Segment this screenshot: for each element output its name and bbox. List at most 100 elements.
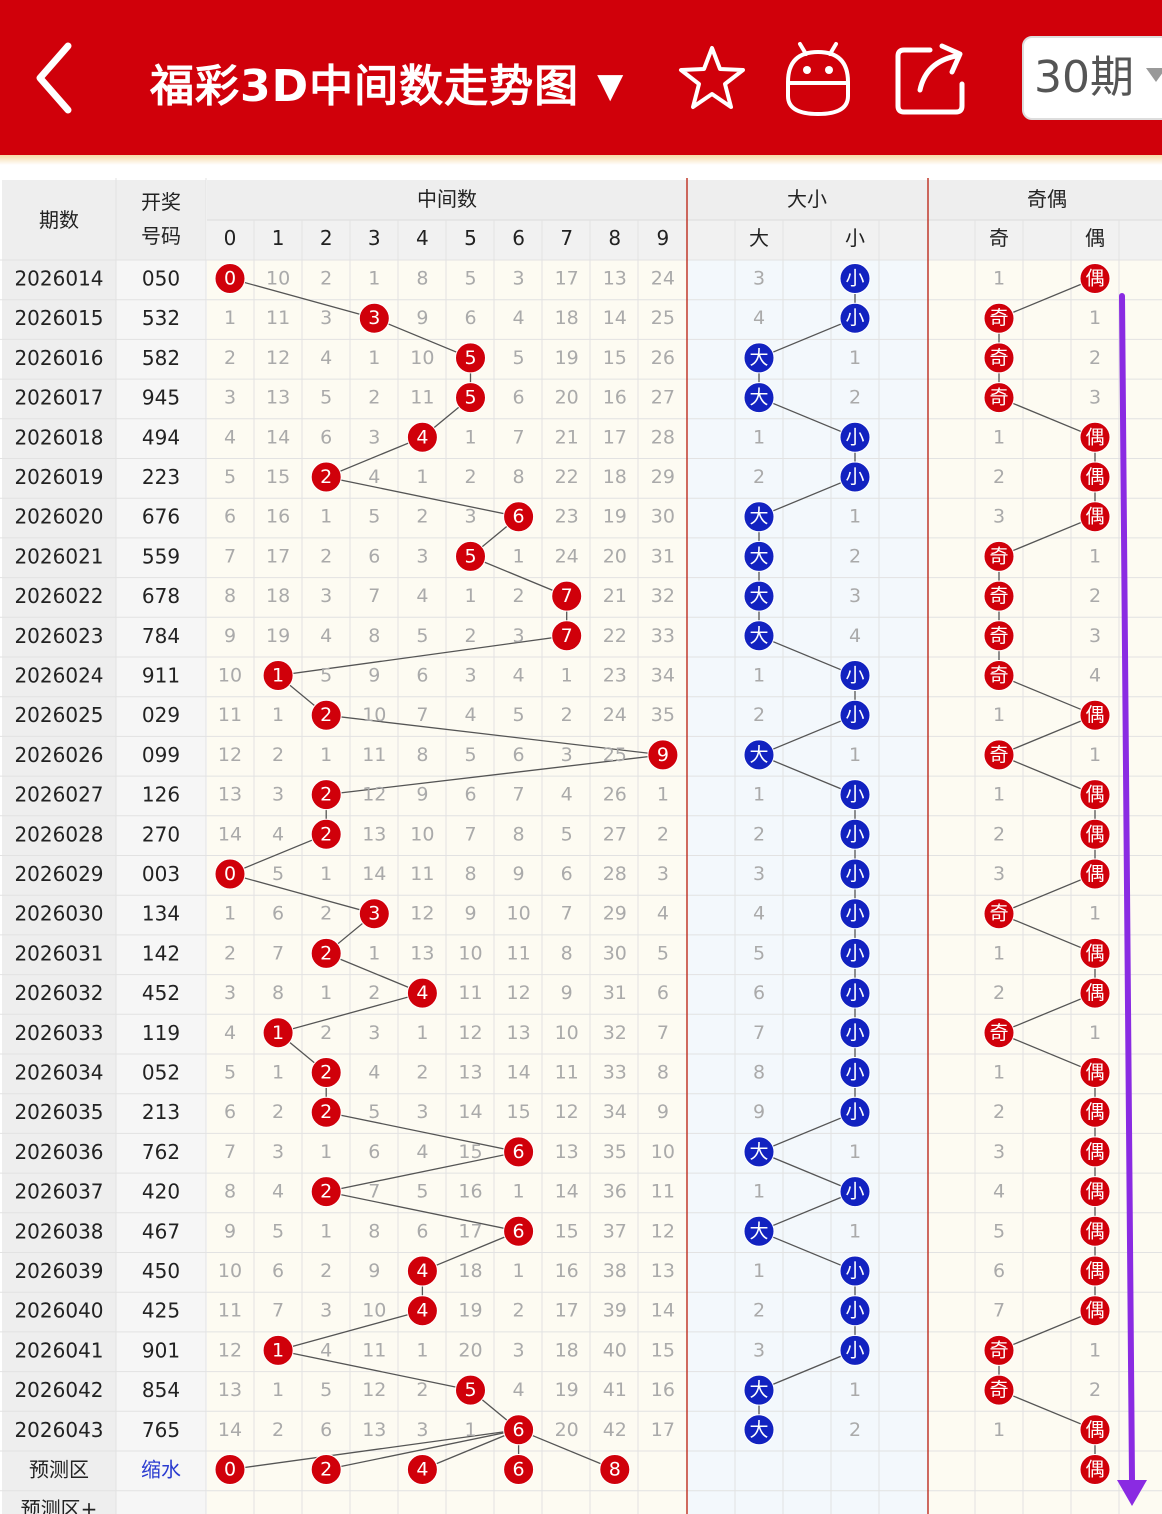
omission-cell: 2 xyxy=(561,704,573,726)
middle-hit: 6 xyxy=(513,1419,525,1441)
omission-cell: 5 xyxy=(368,506,380,528)
omission-cell: 6 xyxy=(561,863,573,885)
omission-cell: 3 xyxy=(416,1101,428,1123)
omission-cell: 4 xyxy=(993,1181,1005,1203)
oddeven-hit: 偶 xyxy=(1085,942,1104,964)
oddeven-hit: 偶 xyxy=(1085,268,1104,290)
oddeven-hit: 偶 xyxy=(1085,1220,1104,1242)
omission-cell: 16 xyxy=(603,387,627,409)
omission-cell: 1 xyxy=(272,1379,284,1401)
omission-cell: 3 xyxy=(224,387,236,409)
omission-cell: 4 xyxy=(272,1181,284,1203)
oddeven-hit: 奇 xyxy=(989,1379,1008,1401)
bigsmall-trend-line xyxy=(757,278,857,1430)
back-arrow-icon[interactable] xyxy=(30,38,90,118)
omission-cell: 2 xyxy=(513,1300,525,1322)
number-cell: 126 xyxy=(142,783,180,807)
omission-cell: 4 xyxy=(753,307,765,329)
number-cell: 911 xyxy=(142,664,180,688)
omission-cell: 40 xyxy=(603,1339,627,1361)
omission-cell: 4 xyxy=(561,784,573,806)
share-icon[interactable] xyxy=(890,38,970,118)
omission-cell: 8 xyxy=(368,1220,380,1242)
bigsmall-hit-ball xyxy=(839,898,871,930)
omission-cell: 10 xyxy=(218,1260,242,1282)
star-icon[interactable] xyxy=(672,38,752,118)
omission-cell: 5 xyxy=(464,268,476,290)
digit-column-header: 1 xyxy=(272,226,285,250)
middle-hit: 4 xyxy=(416,426,428,448)
triangle-down-icon[interactable]: ▼ xyxy=(597,66,625,106)
number-cell: 452 xyxy=(142,981,180,1005)
omission-cell: 33 xyxy=(651,625,675,647)
omission-cell: 19 xyxy=(603,506,627,528)
omission-cell: 18 xyxy=(458,1260,482,1282)
omission-cell: 1 xyxy=(849,1379,861,1401)
omission-cell: 2 xyxy=(320,545,332,567)
period-cell: 2026038 xyxy=(14,1219,103,1243)
omission-cell: 11 xyxy=(362,744,386,766)
number-cell: 134 xyxy=(142,902,180,926)
omission-cell: 4 xyxy=(320,347,332,369)
bigsmall-hit-ball xyxy=(839,461,871,493)
omission-cell: 5 xyxy=(224,1062,236,1084)
omission-cell: 1 xyxy=(753,784,765,806)
omission-cell: 20 xyxy=(555,387,579,409)
predict-shrink-link[interactable]: 缩水 xyxy=(141,1458,181,1482)
bigsmall-hit: 小 xyxy=(845,903,864,925)
omission-cell: 4 xyxy=(416,585,428,607)
oddeven-hit: 偶 xyxy=(1085,1101,1104,1123)
period-cell: 2026028 xyxy=(14,822,103,846)
oddeven-hit-ball xyxy=(983,342,1015,374)
omission-cell: 3 xyxy=(1089,387,1101,409)
omission-cell: 10 xyxy=(218,665,242,687)
period-select[interactable]: 30期 xyxy=(1022,36,1162,120)
middle-hit-ball xyxy=(358,898,390,930)
bigsmall-hit-ball xyxy=(743,1215,775,1247)
middle-hit: 2 xyxy=(320,704,332,726)
number-cell: 099 xyxy=(142,743,180,767)
oddeven-hit-ball xyxy=(1079,1215,1111,1247)
omission-cell: 2 xyxy=(320,1260,332,1282)
omission-cell: 3 xyxy=(513,268,525,290)
middle-hit-ball xyxy=(406,1295,438,1327)
omission-cell: 24 xyxy=(603,704,627,726)
page-title[interactable]: 福彩3D中间数走势图 ▼ xyxy=(150,50,624,114)
omission-cell: 2 xyxy=(320,1022,332,1044)
omission-cell: 2 xyxy=(368,982,380,1004)
middle-hit-ball xyxy=(262,1017,294,1049)
middle-hit: 1 xyxy=(272,665,284,687)
omission-cell: 1 xyxy=(993,268,1005,290)
omission-cell: 10 xyxy=(362,1300,386,1322)
chevron-down-icon xyxy=(1146,68,1162,82)
middle-hit-ball xyxy=(503,501,535,533)
robot-icon[interactable] xyxy=(778,38,858,118)
bigsmall-hit: 小 xyxy=(845,1022,864,1044)
period-cell: 2026016 xyxy=(14,346,103,370)
number-header-line1: 开奖 xyxy=(141,190,181,214)
odd-column-header: 奇 xyxy=(989,226,1009,250)
omission-cell: 2 xyxy=(416,1379,428,1401)
omission-cell: 7 xyxy=(993,1300,1005,1322)
oddeven-hit: 偶 xyxy=(1085,506,1104,528)
omission-cell: 20 xyxy=(603,545,627,567)
omission-cell: 9 xyxy=(513,863,525,885)
omission-cell: 17 xyxy=(651,1419,675,1441)
oddeven-hit-ball xyxy=(1079,461,1111,493)
omission-cell: 12 xyxy=(362,784,386,806)
omission-cell: 6 xyxy=(368,545,380,567)
middle-hit-ball xyxy=(647,739,679,771)
omission-cell: 4 xyxy=(416,1141,428,1163)
middle-hit-ball xyxy=(310,1096,342,1128)
period-cell: 2026017 xyxy=(14,386,103,410)
omission-cell: 10 xyxy=(266,268,290,290)
number-cell: 467 xyxy=(142,1219,180,1243)
number-cell: 270 xyxy=(142,822,180,846)
omission-cell: 16 xyxy=(266,506,290,528)
oddeven-hit-ball xyxy=(1079,1136,1111,1168)
period-cell: 2026036 xyxy=(14,1140,103,1164)
middle-hit: 2 xyxy=(320,1062,332,1084)
omission-cell: 25 xyxy=(651,307,675,329)
period-cell: 2026037 xyxy=(14,1180,103,1204)
middle-hit-ball xyxy=(310,1057,342,1088)
